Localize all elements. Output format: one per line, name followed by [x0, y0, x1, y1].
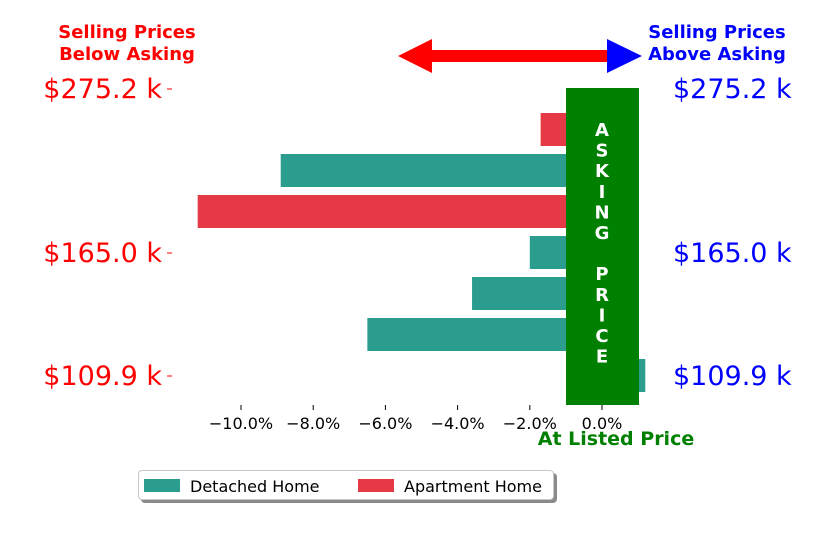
right-header-line1: Selling Prices [648, 22, 785, 43]
x-tick-label-4: −2.0% [503, 414, 557, 433]
asking-letter-1: S [596, 141, 609, 162]
legend: Detached Home Apartment Home [138, 470, 554, 500]
asking-band-rect [566, 88, 639, 405]
asking-letter-8: R [595, 285, 609, 306]
legend-label-apartment: Apartment Home [404, 477, 542, 496]
asking-letter-3: I [599, 182, 606, 203]
y-tick-labels: $275.2 k $165.0 k $109.9 k $275.2 k $165.0 k… [43, 74, 792, 392]
asking-letter-11: E [596, 347, 608, 368]
bar-detached-1 [280, 154, 602, 187]
asking-letter-2: K [595, 161, 610, 182]
asking-letter-4: N [594, 202, 609, 223]
left-header-line2: Below Asking [59, 44, 195, 65]
asking-letter-10: C [595, 326, 608, 347]
left-y-tick-label-0: $275.2 k [43, 74, 162, 105]
asking-letter-0: A [595, 120, 609, 141]
right-y-tick-label-2: $109.9 k [673, 361, 792, 392]
left-y-tick-label-2: $109.9 k [43, 361, 162, 392]
asking-caption: At Listed Price [538, 428, 694, 450]
asking-letter-5: G [595, 223, 610, 244]
bar-detached-5 [367, 318, 602, 351]
left-y-tick-label-1: $165.0 k [43, 238, 162, 269]
right-header-line2: Above Asking [648, 44, 786, 65]
legend-swatch-detached [144, 479, 180, 492]
bar-apartment-2 [197, 195, 602, 228]
legend-swatch-apartment [358, 479, 394, 492]
right-y-tick-label-1: $165.0 k [673, 238, 792, 269]
direction-arrow-icon [398, 39, 642, 73]
asking-letter-9: I [599, 305, 606, 326]
x-tick-label-1: −8.0% [286, 414, 340, 433]
legend-label-detached: Detached Home [190, 477, 320, 496]
asking-letter-7: P [595, 264, 608, 285]
x-tick-label-0: −10.0% [209, 414, 273, 433]
x-tick-label-5: 0.0% [582, 414, 623, 433]
x-axis: −10.0% −8.0% −6.0% −4.0% −2.0% 0.0% [209, 405, 622, 433]
right-y-tick-label-0: $275.2 k [673, 74, 792, 105]
x-tick-label-3: −4.0% [431, 414, 485, 433]
x-tick-label-2: −6.0% [358, 414, 412, 433]
left-header-line1: Selling Prices [58, 22, 195, 43]
